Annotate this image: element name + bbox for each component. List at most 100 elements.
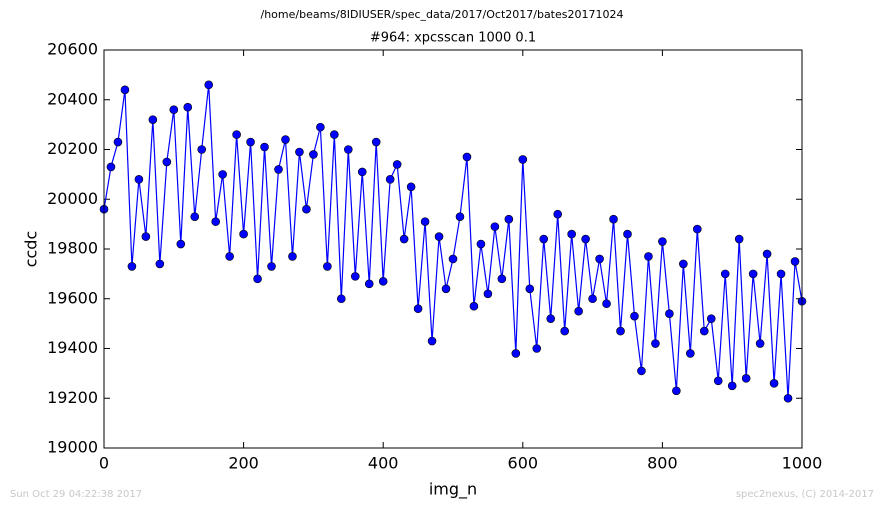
- data-point: [106, 162, 116, 172]
- data-point: [413, 304, 423, 314]
- data-point: [330, 130, 339, 139]
- data-point: [727, 381, 737, 391]
- data-point: [141, 232, 151, 241]
- data-point: [371, 137, 381, 147]
- data-point: [616, 326, 625, 336]
- data-point: [525, 284, 535, 294]
- data-point: [713, 376, 723, 386]
- x-tick-label: 800: [647, 454, 678, 473]
- data-point: [539, 234, 549, 244]
- data-point: [560, 326, 569, 336]
- data-point: [469, 301, 479, 311]
- data-point: [420, 217, 430, 226]
- data-point: [399, 234, 409, 244]
- data-point: [274, 165, 283, 174]
- data-point: [602, 299, 611, 309]
- data-point: [127, 262, 137, 271]
- data-point: [323, 262, 332, 271]
- data-point: [204, 80, 213, 90]
- data-point: [546, 314, 556, 323]
- data-point: [211, 217, 220, 226]
- data-point: [260, 142, 269, 152]
- data-point: [686, 349, 695, 358]
- data-point: [581, 234, 590, 244]
- data-point: [783, 393, 793, 403]
- y-tick-label: 20600: [47, 40, 98, 59]
- data-point: [134, 175, 144, 184]
- data-point: [148, 115, 158, 124]
- x-tick-label: 200: [228, 454, 259, 473]
- data-point: [504, 214, 514, 224]
- data-point: [455, 212, 465, 221]
- data-point: [246, 137, 255, 147]
- y-tick-label: 20400: [47, 89, 98, 108]
- data-point: [406, 182, 416, 192]
- data-point: [518, 155, 528, 164]
- data-point: [197, 145, 207, 154]
- data-point: [483, 289, 493, 299]
- data-point: [392, 160, 402, 169]
- data-point: [748, 269, 758, 279]
- data-point: [630, 311, 639, 321]
- data-point: [302, 204, 311, 214]
- data-point: [113, 137, 123, 147]
- x-tick-label: 1000: [782, 454, 823, 473]
- data-point: [120, 85, 130, 95]
- data-point: [699, 326, 709, 336]
- data-point: [176, 239, 186, 249]
- data-point: [490, 222, 500, 231]
- data-point: [155, 259, 165, 269]
- y-tick-label: 19400: [47, 338, 98, 357]
- data-point: [316, 122, 325, 132]
- data-point: [343, 145, 353, 154]
- data-point: [239, 229, 248, 239]
- data-point: [776, 269, 786, 279]
- data-point: [595, 254, 604, 264]
- footer-left: Sun Oct 29 04:22:38 2017: [10, 489, 142, 500]
- chart-title: #964: xpcsscan 1000 0.1: [370, 31, 536, 46]
- data-point: [385, 175, 395, 184]
- data-point: [692, 224, 702, 234]
- data-point: [434, 232, 444, 241]
- footer-right: spec2nexus, (C) 2014-2017: [736, 489, 874, 500]
- data-point: [511, 349, 521, 358]
- data-line: [103, 84, 803, 399]
- data-point: [637, 366, 646, 376]
- data-point: [644, 252, 653, 261]
- data-point: [790, 257, 800, 266]
- data-point: [755, 339, 765, 348]
- data-point: [337, 294, 346, 304]
- data-point: [651, 339, 660, 348]
- data-point: [706, 314, 716, 323]
- data-point: [267, 262, 276, 271]
- plot-frame: [103, 49, 803, 449]
- x-tick-label: 400: [368, 454, 399, 473]
- data-point: [720, 269, 730, 279]
- data-point: [588, 294, 597, 304]
- data-point: [497, 274, 507, 284]
- data-point: [232, 130, 241, 139]
- data-point: [281, 135, 290, 144]
- data-point: [679, 259, 688, 269]
- data-point: [357, 167, 367, 177]
- data-point: [448, 254, 458, 264]
- data-point: [364, 279, 374, 289]
- y-tick-label: 19600: [47, 288, 98, 307]
- data-point: [190, 212, 200, 221]
- data-point: [532, 344, 542, 353]
- y-tick-label: 19200: [47, 388, 98, 407]
- x-tick-label: 0: [99, 454, 109, 473]
- data-point: [309, 150, 318, 159]
- data-point: [462, 152, 472, 162]
- data-point: [162, 157, 172, 167]
- data-point: [762, 249, 772, 259]
- data-point: [623, 229, 632, 239]
- data-point: [253, 274, 262, 284]
- data-point: [672, 386, 681, 396]
- data-point: [665, 309, 674, 318]
- data-point: [288, 252, 297, 261]
- y-tick-label: 19000: [47, 438, 98, 457]
- y-tick-label: 19800: [47, 239, 98, 258]
- data-point: [658, 237, 667, 246]
